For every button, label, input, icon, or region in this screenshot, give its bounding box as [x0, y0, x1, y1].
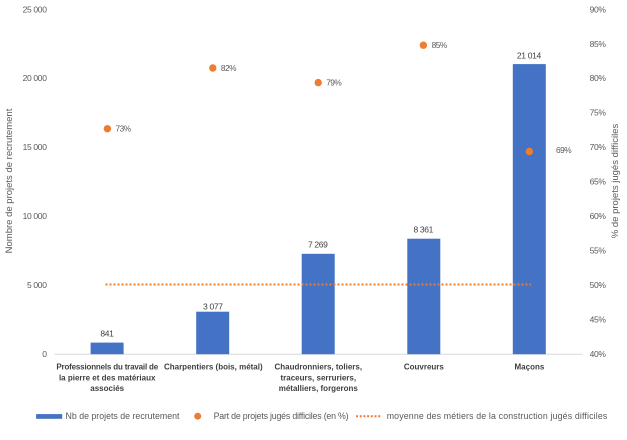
svg-text:associés: associés [90, 384, 124, 393]
svg-text:69%: 69% [556, 145, 572, 155]
svg-text:60%: 60% [590, 211, 607, 221]
svg-text:8 361: 8 361 [414, 224, 434, 234]
svg-text:21 014: 21 014 [517, 50, 542, 60]
svg-text:20 000: 20 000 [23, 73, 48, 83]
svg-text:moyenne des métiers de la cons: moyenne des métiers de la construction j… [387, 411, 608, 421]
svg-text:90%: 90% [590, 4, 607, 14]
svg-text:65%: 65% [590, 177, 607, 187]
svg-text:5 000: 5 000 [27, 280, 47, 290]
svg-text:métalliers, forgerons: métalliers, forgerons [279, 384, 359, 393]
svg-text:Nombre de projets de recruteme: Nombre de projets de recrutement [4, 108, 15, 253]
svg-text:la pierre et des matériaux: la pierre et des matériaux [59, 373, 156, 382]
svg-text:50%: 50% [590, 280, 607, 290]
svg-text:79%: 79% [326, 78, 342, 88]
svg-text:Maçons: Maçons [515, 363, 545, 372]
svg-text:% de projets jugés difficiles: % de projets jugés difficiles [610, 124, 621, 239]
svg-text:40%: 40% [590, 349, 607, 359]
svg-text:73%: 73% [116, 124, 132, 134]
svg-text:75%: 75% [590, 108, 607, 118]
svg-text:0: 0 [42, 349, 47, 359]
svg-text:15 000: 15 000 [23, 142, 48, 152]
svg-text:55%: 55% [590, 246, 607, 256]
svg-text:80%: 80% [590, 73, 607, 83]
svg-text:85%: 85% [590, 39, 607, 49]
svg-text:traceurs, serruriers,: traceurs, serruriers, [280, 373, 356, 382]
svg-text:Part de projets jugés difficil: Part de projets jugés difficiles (en %) [214, 411, 349, 421]
svg-text:85%: 85% [432, 40, 448, 50]
svg-text:Nb de projets de recrutement: Nb de projets de recrutement [66, 411, 180, 421]
svg-text:10 000: 10 000 [23, 211, 48, 221]
svg-text:3 077: 3 077 [203, 302, 223, 312]
svg-text:25 000: 25 000 [23, 4, 48, 14]
svg-text:Charpentiers (bois, métal): Charpentiers (bois, métal) [164, 363, 263, 372]
svg-text:7 269: 7 269 [308, 240, 328, 250]
svg-text:70%: 70% [590, 142, 607, 152]
svg-text:45%: 45% [590, 315, 607, 325]
svg-text:841: 841 [100, 328, 114, 338]
svg-text:Chaudronniers, toliers,: Chaudronniers, toliers, [275, 363, 363, 372]
svg-text:Couvreurs: Couvreurs [404, 363, 445, 372]
svg-text:Professionnels du travail de: Professionnels du travail de [56, 363, 158, 372]
svg-text:82%: 82% [221, 63, 237, 73]
